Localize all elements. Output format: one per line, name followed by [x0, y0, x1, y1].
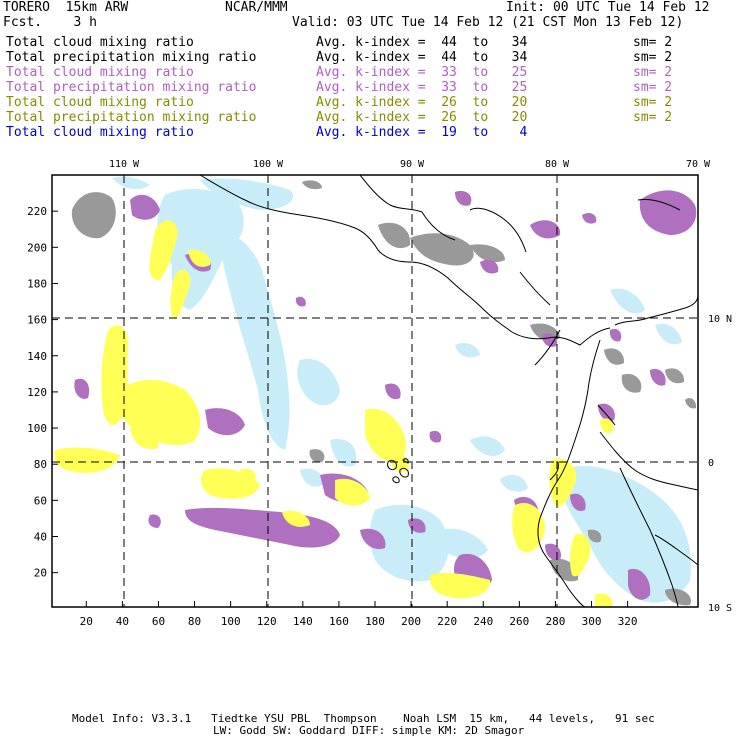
field-gray	[71, 180, 697, 606]
legend-kindex: Avg. k-index = 26 to 20	[316, 110, 528, 125]
legend-name: Total cloud mixing ratio	[6, 95, 194, 110]
axis-ticks	[52, 210, 629, 607]
legend-sm: sm= 2	[633, 80, 673, 95]
x-tick-labels: 20 40 60 80 100 120 140 160 180 200 220 240 260 280 30…	[80, 615, 638, 628]
y-tick-label: 140	[27, 350, 47, 363]
legend-name: Total precipitation mixing ratio	[6, 50, 257, 65]
field-purple	[74, 190, 697, 600]
x-tick-label: 180	[365, 615, 385, 628]
legend-sm: sm= 2	[633, 95, 673, 110]
x-tick-label: 40	[116, 615, 129, 628]
legend-name: Total precipitation mixing ratio	[6, 80, 257, 95]
x-tick-label: 200	[401, 615, 421, 628]
lat-label: 10 N	[708, 314, 732, 325]
x-tick-label: 140	[293, 615, 313, 628]
x-tick-label: 160	[329, 615, 349, 628]
y-tick-label: 220	[27, 205, 47, 218]
legend-name: Total cloud mixing ratio	[6, 65, 194, 80]
y-tick-label: 100	[27, 422, 47, 435]
init-time: Init: 00 UTC Tue 14 Feb 12	[506, 0, 710, 15]
field-yellow	[54, 220, 614, 606]
y-tick-label: 200	[27, 241, 47, 254]
x-tick-label: 20	[80, 615, 93, 628]
legend-sm: sm= 2	[633, 50, 673, 65]
lat-label: 10 S	[708, 603, 732, 614]
legend-name: Total cloud mixing ratio	[6, 125, 194, 140]
legend-kindex: Avg. k-index = 44 to 34	[316, 35, 528, 50]
y-tick-label: 120	[27, 386, 47, 399]
x-tick-label: 320	[618, 615, 638, 628]
x-tick-label: 240	[473, 615, 493, 628]
y-tick-label: 180	[27, 277, 47, 290]
y-tick-label: 20	[34, 567, 47, 580]
x-tick-label: 100	[221, 615, 241, 628]
lat-lon-grid	[52, 175, 698, 607]
legend-name: Total precipitation mixing ratio	[6, 110, 257, 125]
lon-label: 90 W	[400, 159, 425, 170]
x-tick-label: 80	[188, 615, 201, 628]
legend-sm: sm= 2	[633, 110, 673, 125]
y-tick-label: 160	[27, 314, 47, 327]
x-tick-label: 280	[546, 615, 566, 628]
model-title: TORERO 15km ARW	[3, 0, 129, 15]
y-tick-label: 80	[34, 458, 47, 471]
lat-label: 0	[708, 458, 714, 469]
lon-label: 70 W	[686, 159, 711, 170]
model-info: Model Info: V3.3.1 Tiedtke YSU PBL Thomp…	[72, 712, 655, 725]
x-tick-label: 60	[152, 615, 165, 628]
physics-info: LW: Godd SW: Goddard DIFF: simple KM: 2D…	[213, 724, 525, 737]
x-tick-label: 300	[582, 615, 602, 628]
legend-kindex: Avg. k-index = 26 to 20	[316, 95, 528, 110]
legend-kindex: Avg. k-index = 33 to 25	[316, 65, 528, 80]
x-tick-label: 220	[437, 615, 457, 628]
forecast-hour: Fcst. 3 h	[3, 15, 97, 30]
coastline	[199, 174, 699, 608]
legend-kindex: Avg. k-index = 19 to 4	[316, 125, 528, 140]
org-label: NCAR/MMM	[225, 0, 288, 15]
legend-name: Total cloud mixing ratio	[6, 35, 194, 50]
y-tick-label: 60	[34, 494, 47, 507]
y-tick-label: 40	[34, 531, 47, 544]
lon-label: 110 W	[109, 159, 140, 170]
x-tick-label: 120	[257, 615, 277, 628]
x-tick-label: 260	[509, 615, 529, 628]
legend-kindex: Avg. k-index = 44 to 34	[316, 50, 528, 65]
lon-label: 80 W	[545, 159, 570, 170]
legend-sm: sm= 2	[633, 65, 673, 80]
legend-kindex: Avg. k-index = 33 to 25	[316, 80, 528, 95]
valid-time: Valid: 03 UTC Tue 14 Feb 12 (21 CST Mon …	[292, 15, 684, 30]
legend-sm: sm= 2	[633, 35, 673, 50]
lon-label: 100 W	[253, 159, 284, 170]
y-tick-labels: 220 200 180 160 140 120 100 80 60 40 20	[27, 205, 47, 580]
